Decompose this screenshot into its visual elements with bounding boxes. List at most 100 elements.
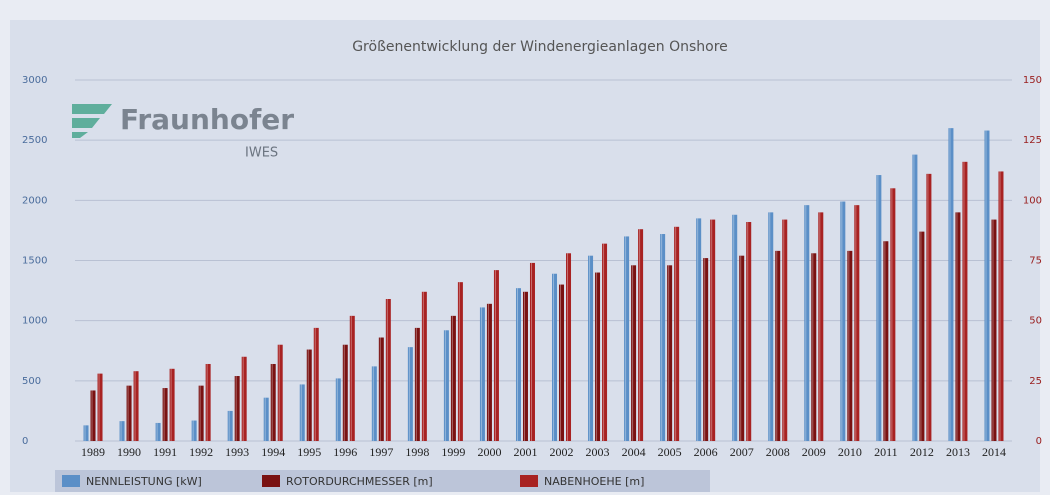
bar [595, 272, 601, 441]
y2-tick-label: 50 [1029, 316, 1042, 327]
bar-highlight [963, 161, 965, 441]
bar-highlight [884, 241, 886, 441]
bar [926, 173, 932, 442]
bar [126, 385, 132, 441]
bar-highlight [697, 218, 699, 441]
bar [457, 282, 463, 441]
bar-highlight [415, 327, 417, 441]
bar [696, 218, 702, 441]
bar-highlight [480, 307, 482, 441]
bar [962, 161, 968, 441]
bar [515, 288, 521, 441]
bar [674, 226, 680, 441]
bar [335, 378, 341, 441]
bar-highlight [408, 347, 410, 441]
bar [559, 284, 565, 441]
y2-tick-label: 100 [1023, 195, 1042, 206]
bar-highlight [913, 154, 915, 441]
bar-highlight [127, 385, 129, 441]
bar [493, 270, 499, 441]
bar [270, 363, 276, 441]
y-tick-label: 2500 [22, 135, 47, 146]
bar [97, 373, 103, 441]
bar [883, 241, 889, 441]
bar [169, 368, 175, 441]
y-tick-label: 1500 [22, 256, 47, 267]
bar-highlight [336, 378, 338, 441]
bar [775, 250, 781, 441]
bar-highlight [516, 288, 518, 441]
legend-label: NABENHOEHE [m] [544, 475, 644, 488]
bar [631, 265, 637, 441]
bar [241, 356, 247, 441]
y2-tick-label: 150 [1023, 75, 1042, 86]
bar [566, 253, 572, 441]
bar-highlight [639, 229, 641, 441]
bar-highlight [264, 397, 266, 441]
bar-highlight [675, 226, 677, 441]
bar [479, 307, 485, 441]
bar [840, 201, 846, 441]
bar [703, 258, 709, 441]
bar-highlight [314, 327, 316, 441]
bar [602, 243, 608, 441]
bar [991, 219, 997, 441]
x-tick-label: 2014 [982, 445, 1006, 459]
bar-highlight [740, 255, 742, 441]
bar [313, 327, 319, 441]
bar [955, 212, 961, 441]
y2-tick-label: 25 [1029, 376, 1042, 387]
y-tick-label: 2000 [22, 195, 47, 206]
bar-highlight [920, 231, 922, 441]
legend-background [55, 470, 710, 492]
bar [191, 420, 197, 441]
bar-highlight [192, 420, 194, 441]
bar [768, 212, 774, 441]
bar [984, 130, 990, 442]
bar [876, 175, 882, 441]
bar-highlight [84, 425, 86, 441]
x-tick-label: 1996 [333, 445, 357, 459]
bar-highlight [134, 371, 136, 441]
y-tick-label: 0 [22, 436, 28, 447]
x-tick-label: 2013 [946, 445, 970, 459]
legend-swatch [62, 475, 80, 487]
y-tick-label: 3000 [22, 75, 47, 86]
legend-label: NENNLEISTUNG [kW] [86, 475, 202, 488]
bar [277, 344, 283, 441]
bar-highlight [379, 337, 381, 441]
x-tick-label: 2004 [622, 445, 646, 459]
bar-highlight [523, 291, 525, 441]
bar-highlight [156, 422, 158, 441]
y2-tick-label: 75 [1029, 256, 1042, 267]
bar [385, 299, 391, 441]
bar-highlight [632, 265, 634, 441]
bar [119, 421, 125, 441]
x-tick-label: 1989 [81, 445, 105, 459]
bar [378, 337, 384, 441]
logo-unit: IWES [245, 146, 278, 161]
legend-swatch [262, 475, 280, 487]
bar [234, 376, 240, 441]
x-tick-label: 1998 [405, 445, 429, 459]
x-tick-label: 2012 [910, 445, 934, 459]
bar-highlight [278, 344, 280, 441]
y2-tick-label: 125 [1023, 135, 1042, 146]
bar-highlight [877, 175, 879, 441]
bar-highlight [812, 253, 814, 441]
bar-highlight [985, 130, 987, 442]
bar-highlight [350, 315, 352, 441]
bar-highlight [271, 363, 273, 441]
bar [854, 205, 860, 441]
y-tick-label: 1000 [22, 316, 47, 327]
bar-highlight [819, 212, 821, 441]
bar [443, 330, 449, 441]
bar [155, 422, 161, 441]
x-tick-label: 2007 [730, 445, 754, 459]
bar [349, 315, 355, 441]
bar [371, 366, 377, 441]
bar-highlight [163, 388, 165, 441]
bar [638, 229, 644, 441]
bar-highlight [343, 344, 345, 441]
bar [847, 250, 853, 441]
